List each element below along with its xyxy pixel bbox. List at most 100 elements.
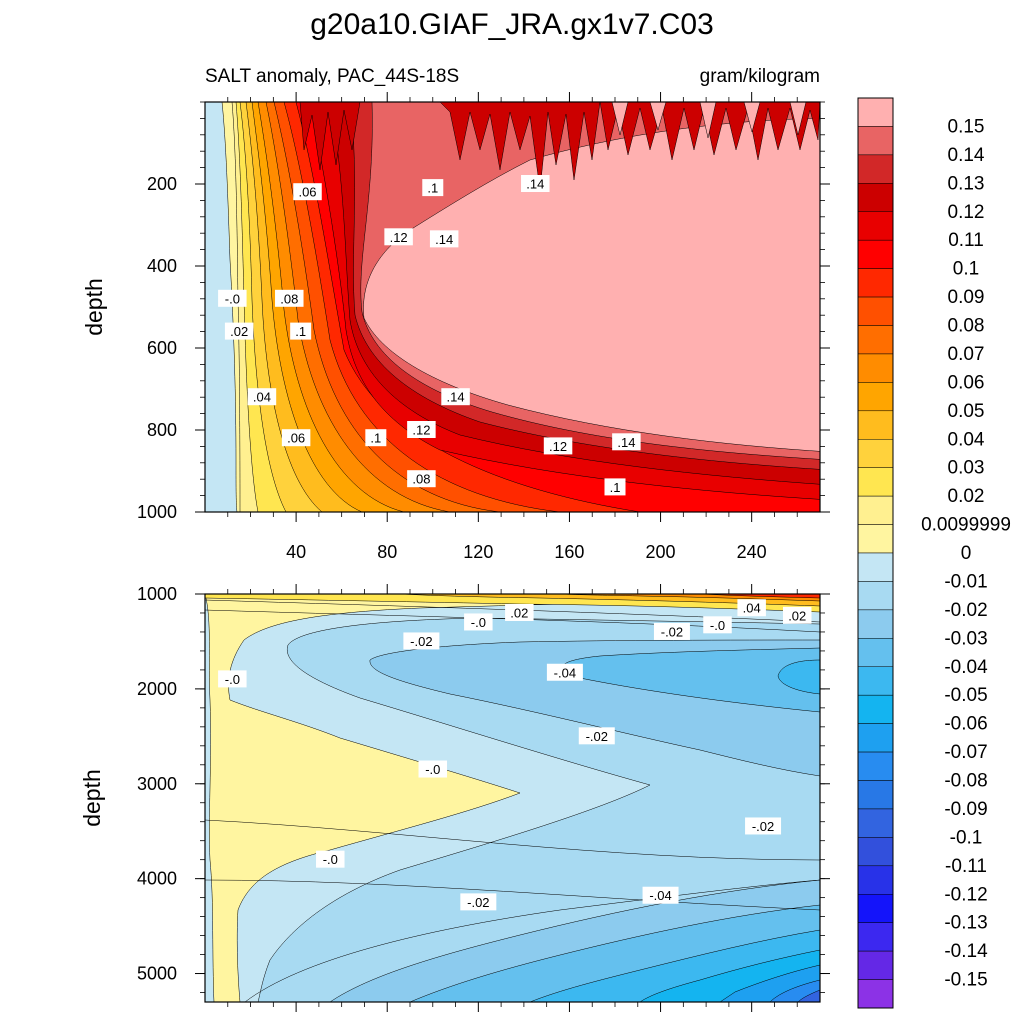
y-tick-label: 1000 <box>137 502 177 522</box>
contour-label-text: .02 <box>510 605 528 620</box>
y-tick-label: 200 <box>147 174 177 194</box>
colorbar-swatch <box>857 950 894 980</box>
contour-band-neg-0.03 <box>329 639 820 1002</box>
contour-label: .06 <box>293 183 322 201</box>
colorbar-label: 0.09 <box>948 287 985 308</box>
y-tick-label: 4000 <box>137 869 177 889</box>
colorbar-swatch <box>857 97 894 127</box>
colorbar-swatch <box>857 325 894 355</box>
colorbar-label: 0.13 <box>948 173 985 194</box>
contour-label-text: .14 <box>447 390 465 405</box>
colorbar-swatch <box>857 723 894 753</box>
contour-label-box <box>642 886 679 904</box>
colorbar-swatch <box>857 837 894 867</box>
contour-label: .08 <box>275 289 304 307</box>
colorbar-label: 0.11 <box>948 230 984 251</box>
colorbar-swatch <box>857 894 894 923</box>
upper-panel: .06 .1 .14 .12 .14 -.0 .08 .02 .1 .04 .14 .06 .1 .12.… <box>205 102 820 512</box>
contour-label-box <box>441 388 470 406</box>
contour-label-box <box>578 727 615 745</box>
colorbar-label: -0.14 <box>944 941 988 962</box>
colorbar-swatch <box>857 581 894 611</box>
colorbar-label: -0.06 <box>944 714 987 735</box>
contour-label-text: .02 <box>788 608 806 623</box>
contour-label: .02 <box>505 603 534 621</box>
colorbar-swatch <box>857 439 894 468</box>
chart-subtitle-units: gram/kilogram <box>700 66 820 87</box>
y-tick-label: 600 <box>147 338 177 358</box>
contour-band-neg-0.09 <box>797 989 820 1002</box>
colorbar-swatch <box>857 609 894 639</box>
colorbar-label: -0.09 <box>944 799 987 820</box>
colorbar-label: -0.01 <box>944 571 987 592</box>
contour-label-box <box>422 179 444 197</box>
colorbar-swatch <box>857 638 894 667</box>
contour-label-text: .1 <box>427 181 438 196</box>
colorbar-label: 0.04 <box>948 429 985 450</box>
colorbar-label: 0.07 <box>948 344 985 365</box>
contour-label-text: .08 <box>412 472 430 487</box>
contour-label-box <box>612 433 641 451</box>
lower-contour-labels: -.0 .02 .04 .02 -.02 -.02 -.0 -.0 -.04 -.02 -.0 -.0… <box>218 599 812 911</box>
colorbar-label: 0.0099999 <box>921 515 1011 536</box>
colorbar-label: -0.12 <box>944 884 987 905</box>
colorbar-label: -0.05 <box>944 685 987 706</box>
contour-label-box <box>403 632 440 650</box>
colorbar-swatch <box>857 154 894 184</box>
colorbar-label: 0.02 <box>948 486 985 507</box>
contour-label-text: .06 <box>287 431 305 446</box>
contour-label: .14 <box>429 230 459 248</box>
colorbar-swatch <box>857 353 894 383</box>
contour-label-box <box>218 289 247 307</box>
contour-label-text: -.02 <box>586 729 608 744</box>
contour-label: .14 <box>521 175 550 192</box>
contour-label: -.02 <box>745 817 782 835</box>
y-tick-label: 800 <box>147 420 177 440</box>
colorbar-swatch <box>857 382 894 412</box>
colorbar-swatch <box>857 780 894 810</box>
contour-label-text: -.02 <box>410 634 432 649</box>
y-tick-label: 3000 <box>137 774 177 794</box>
contour-label: .14 <box>441 388 470 406</box>
contour-label-text: -.04 <box>554 665 576 680</box>
colorbar: 0.15 0.14 0.13 0.12 0.11 0.1 0.09 0.08 0.07 0.06 0… <box>857 97 1011 1009</box>
colorbar-swatch <box>857 865 894 895</box>
colorbar-swatch <box>857 495 894 525</box>
contour-label-text: .14 <box>617 435 635 450</box>
lower-panel-frame <box>204 593 821 1003</box>
contour-label-text: -.02 <box>752 819 774 834</box>
contour-label-box <box>290 322 312 340</box>
contour-label-box <box>275 289 304 307</box>
colorbar-swatch <box>857 524 894 554</box>
colorbar-swatch <box>857 239 894 269</box>
contour-label: -.02 <box>403 632 440 650</box>
contour-label-text: .14 <box>526 177 544 192</box>
lower-y-axis-label: depth <box>79 769 105 827</box>
colorbar-label: 0.12 <box>948 202 985 223</box>
contour-label: .12 <box>384 228 413 246</box>
contour-label-box <box>247 388 277 406</box>
contour-label: -.0 <box>418 760 448 778</box>
contour-label-box <box>737 599 766 617</box>
colorbar-swatch <box>857 751 894 781</box>
contour-label-text: .04 <box>743 601 761 616</box>
y-tick-label: 400 <box>147 256 177 276</box>
contour-label-box <box>653 622 690 640</box>
contour-label-box <box>546 663 583 681</box>
y-tick-label: 1000 <box>137 584 177 604</box>
contour-label: .1 <box>604 478 626 496</box>
colorbar-label: 0.08 <box>948 316 985 337</box>
contour-label-box <box>316 850 345 868</box>
colorbar-label: 0 <box>961 543 972 564</box>
contour-label: -.0 <box>703 616 732 634</box>
contour-label-text: .12 <box>412 423 430 438</box>
y-tick-label: 2000 <box>137 679 177 699</box>
contour-label: -.0 <box>464 613 493 631</box>
contour-label: -.02 <box>460 893 497 911</box>
lower-axis-ticks: 1000 2000 3000 4000 5000 <box>137 584 830 1012</box>
colorbar-label: 0.05 <box>948 401 985 422</box>
contour-label: .14 <box>612 433 641 451</box>
colorbar-label: -0.04 <box>944 657 988 678</box>
contour-label-text: -.02 <box>467 895 489 910</box>
contour-label-text: .1 <box>295 324 306 339</box>
